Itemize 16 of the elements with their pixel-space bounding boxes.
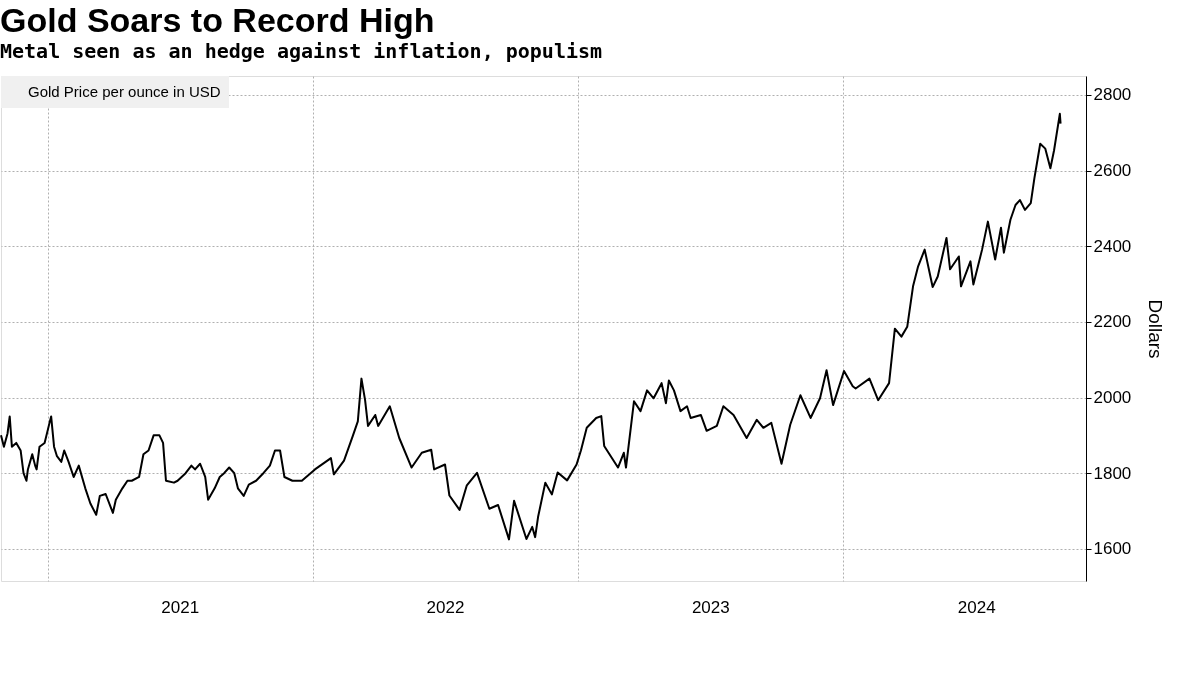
x-tick-label: 2023 — [691, 597, 730, 617]
y-tick-label: 1600 — [1093, 539, 1132, 559]
y-tick-label: 2000 — [1093, 388, 1132, 408]
y-tick-label: 1800 — [1093, 463, 1132, 483]
y-tick-label: 2400 — [1093, 236, 1132, 256]
y-axis-title: Dollars — [1145, 299, 1167, 359]
y-tick-label: 2200 — [1093, 312, 1132, 332]
x-tick-label: 2021 — [161, 597, 200, 617]
x-tick-label: 2022 — [426, 597, 465, 617]
text: Gold Price per ounce in USD — [28, 82, 221, 100]
chart-subtitle: Metal seen as an hedge against inflation, populism — [0, 39, 603, 63]
y-tick-label: 2600 — [1093, 161, 1132, 181]
y-tick-label: 2800 — [1093, 85, 1132, 105]
chart-title: Gold Soars to Record High — [0, 1, 435, 39]
line-series — [0, 112, 1062, 541]
x-tick-label: 2024 — [957, 597, 996, 617]
